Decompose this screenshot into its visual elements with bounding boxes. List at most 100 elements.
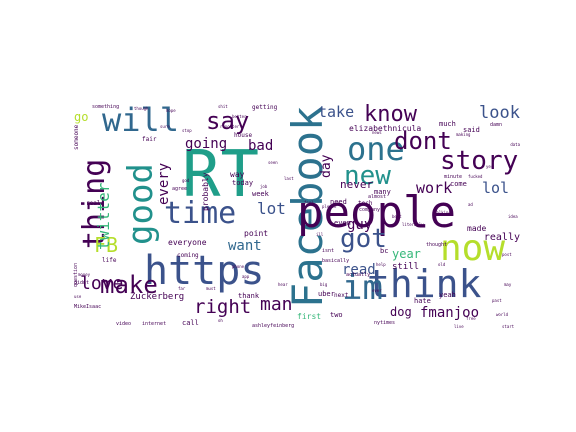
cloud-word: old xyxy=(438,262,446,267)
cloud-word: first xyxy=(297,312,322,321)
cloud-word: company xyxy=(359,207,381,213)
cloud-word: news xyxy=(372,130,382,135)
cloud-word: man xyxy=(260,294,293,315)
cloud-word: shit xyxy=(218,104,228,109)
cloud-word: app xyxy=(242,274,250,279)
cloud-word: minute xyxy=(444,174,463,180)
cloud-word: help xyxy=(376,262,386,267)
cloud-word: far xyxy=(178,286,186,291)
cloud-word: god xyxy=(182,178,190,183)
cloud-word: reporter xyxy=(220,124,240,129)
cloud-word: work xyxy=(416,179,453,197)
cloud-word: probably xyxy=(201,172,210,212)
cloud-word: stop xyxy=(182,128,192,133)
cloud-word: MikeIsaac xyxy=(74,304,102,310)
cloud-word: ever xyxy=(372,288,382,293)
cloud-word: love xyxy=(80,273,124,294)
cloud-word: two xyxy=(330,311,343,319)
cloud-word: said xyxy=(463,126,480,134)
cloud-word: come xyxy=(450,180,467,188)
cloud-word: FB xyxy=(94,233,119,257)
cloud-word: hate xyxy=(414,297,431,305)
cloud-word: real xyxy=(86,200,101,207)
cloud-word: today xyxy=(232,179,254,187)
cloud-word: make xyxy=(100,271,158,299)
cloud-word: job xyxy=(260,184,268,189)
cloud-word: RT xyxy=(182,138,260,212)
cloud-word: hope xyxy=(166,108,176,113)
cloud-word: story xyxy=(440,146,519,176)
cloud-word: time xyxy=(164,196,237,231)
word-cloud: RT Facebook people https think now good will im o… xyxy=(72,103,520,329)
cloud-word: world xyxy=(496,312,509,317)
cloud-word: basically xyxy=(322,258,350,264)
cloud-word: video xyxy=(116,321,132,327)
cloud-word: still xyxy=(392,262,420,272)
cloud-word: nytimes xyxy=(374,320,396,326)
cloud-word: may xyxy=(504,282,512,287)
cloud-word: must xyxy=(206,286,216,291)
cloud-word: past xyxy=(492,298,502,303)
cloud-word: last xyxy=(284,176,294,181)
cloud-word: got xyxy=(340,224,387,254)
cloud-word: year xyxy=(392,247,421,261)
cloud-word: point xyxy=(244,229,269,238)
cloud-word: talking xyxy=(434,210,451,215)
cloud-word: know xyxy=(364,103,417,127)
cloud-word: life xyxy=(102,257,117,264)
cloud-word: one xyxy=(347,130,405,168)
cloud-word: way xyxy=(230,170,245,179)
cloud-word: isnt xyxy=(322,248,335,254)
cloud-word: best xyxy=(392,214,402,219)
cloud-word: everyone xyxy=(168,238,207,247)
cloud-word: yes xyxy=(486,164,494,169)
cloud-word: think xyxy=(367,262,482,306)
cloud-word: will xyxy=(102,103,180,139)
cloud-word: tech xyxy=(358,200,373,207)
cloud-word: didnt xyxy=(74,280,90,286)
cloud-word: people xyxy=(297,187,456,238)
cloud-word: agree xyxy=(172,186,188,192)
cloud-word: really xyxy=(483,232,520,243)
cloud-word: new xyxy=(344,161,391,191)
cloud-word: literally xyxy=(402,222,424,227)
cloud-word: even xyxy=(334,219,351,227)
cloud-word: making xyxy=(456,132,471,137)
cloud-word: sure xyxy=(160,124,170,129)
cloud-word: dont xyxy=(394,127,452,155)
cloud-word: live xyxy=(454,324,464,329)
cloud-word: next xyxy=(334,292,349,299)
cloud-word: uber xyxy=(318,290,335,298)
cloud-word: something xyxy=(92,104,120,110)
cloud-word: call xyxy=(182,319,199,327)
cloud-word: hear xyxy=(278,282,288,287)
cloud-word: ill xyxy=(316,232,324,237)
cloud-word: going xyxy=(185,136,228,152)
cloud-word: elizabethnicula xyxy=(349,124,422,133)
cloud-word: actually xyxy=(346,272,371,278)
cloud-word: thought xyxy=(426,242,448,248)
cloud-word: please xyxy=(322,204,337,209)
cloud-word: better xyxy=(232,114,247,119)
cloud-word: week xyxy=(252,190,269,198)
cloud-word: https xyxy=(144,248,265,294)
cloud-word: almost xyxy=(368,194,387,200)
cloud-word: house xyxy=(234,132,253,139)
cloud-word: Zuckerberg xyxy=(130,292,185,302)
cloud-word: feel xyxy=(304,200,314,205)
cloud-word: damn xyxy=(490,122,503,128)
cloud-word: money xyxy=(78,272,91,277)
cloud-word: bad xyxy=(248,138,274,154)
cloud-word: phone xyxy=(232,264,245,269)
cloud-word: ad xyxy=(468,202,473,207)
cloud-word: guy xyxy=(347,217,373,233)
cloud-word: internet xyxy=(142,321,167,327)
cloud-word: oh xyxy=(218,318,223,323)
cloud-word: need xyxy=(330,198,347,206)
cloud-word: fucked xyxy=(468,174,483,179)
cloud-word: take xyxy=(318,103,355,121)
cloud-word: though xyxy=(134,106,149,111)
cloud-word: say xyxy=(206,107,250,135)
cloud-word: fair xyxy=(142,136,157,143)
cloud-word: start xyxy=(502,324,515,329)
